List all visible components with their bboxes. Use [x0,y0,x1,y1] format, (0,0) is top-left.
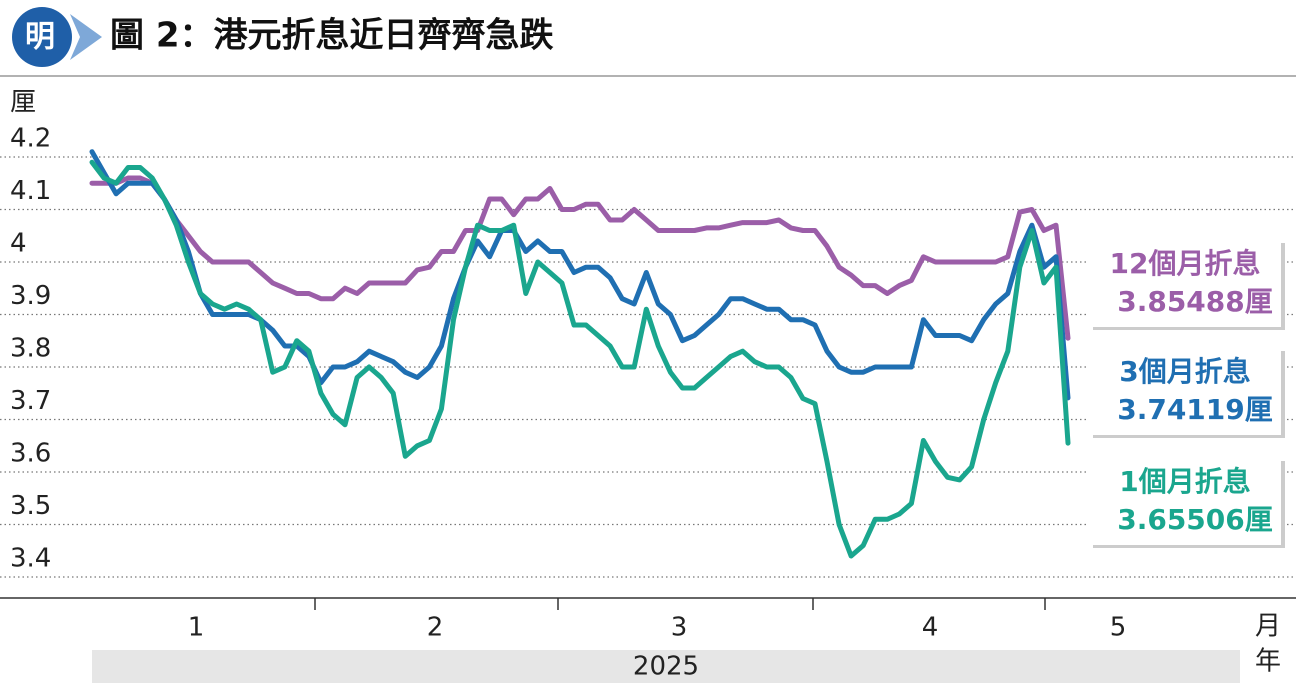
year-band [92,650,1240,683]
legend-label: 3個月折息 [1119,355,1250,388]
chart-title: 圖 2：港元折息近日齊齊急跌 [110,16,554,56]
y-tick-label: 4.2 [10,124,51,154]
y-unit: 厘 [10,88,36,118]
end-value-label: 3.65506厘 [1117,503,1273,536]
label-bg [1089,348,1281,435]
y-tick-label: 3.9 [10,281,51,311]
year-unit: 年 [1255,647,1281,677]
logo-circle [12,7,72,67]
x-tick-label: 2 [427,613,444,643]
series-line [89,175,1071,341]
label-bg [1089,240,1281,327]
end-value-label: 3.74119厘 [1117,393,1273,426]
legend-label: 1個月折息 [1119,465,1250,498]
y-tick-label: 3.7 [10,386,51,416]
logo-chevron [70,14,102,60]
y-tick-label: 3.5 [10,491,51,521]
x-tick-label: 4 [922,613,939,643]
series-label-box: 1個月折息 3.65506厘 [1089,458,1285,548]
label-bg [1089,458,1281,545]
y-tick-label: 4 [10,229,27,259]
x-tick-label: 3 [671,613,688,643]
series-label-box: 12個月折息 3.85488厘 [1089,240,1285,330]
x-unit: 月 [1255,612,1281,642]
y-tick-label: 3.4 [10,544,51,574]
series-label-box: 3個月折息 3.74119厘 [1089,348,1285,438]
year-label: 2025 [633,652,699,682]
legend-label: 12個月折息 [1110,247,1261,280]
series-line [89,149,1071,401]
end-value-label: 3.85488厘 [1117,285,1273,318]
y-tick-label: 3.6 [10,439,51,469]
x-tick-label: 1 [188,613,205,643]
x-tick-label: 5 [1110,613,1127,643]
logo-text: 明 [25,20,55,55]
y-tick-label: 3.8 [10,334,51,364]
y-tick-label: 4.1 [10,176,51,206]
series-line [89,159,1071,559]
